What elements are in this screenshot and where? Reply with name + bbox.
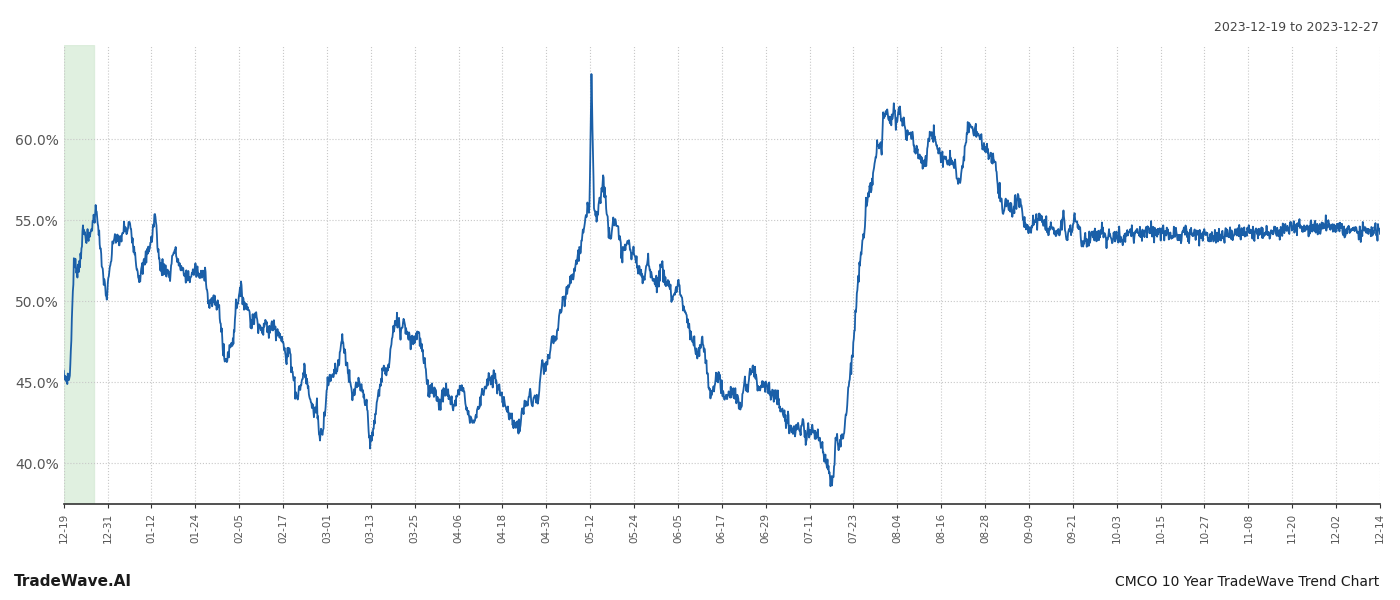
Text: TradeWave.AI: TradeWave.AI xyxy=(14,574,132,589)
Text: 2023-12-19 to 2023-12-27: 2023-12-19 to 2023-12-27 xyxy=(1214,21,1379,34)
Bar xyxy=(64,45,94,504)
Text: CMCO 10 Year TradeWave Trend Chart: CMCO 10 Year TradeWave Trend Chart xyxy=(1114,575,1379,589)
